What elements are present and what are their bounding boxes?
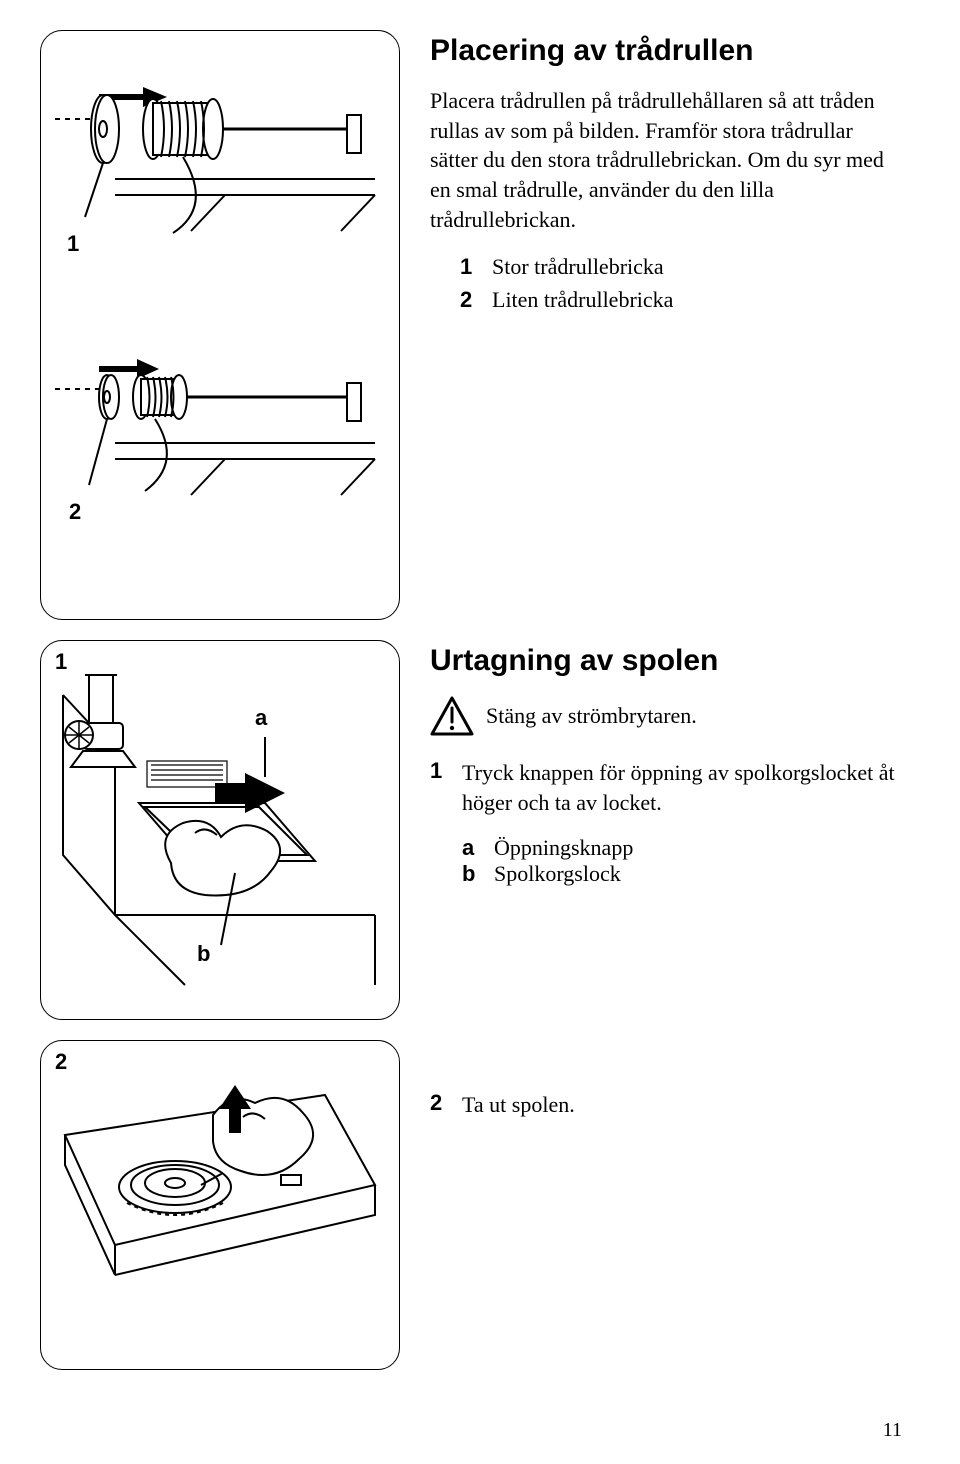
step-item: 1 Tryck knappen för öppning av spolkorgs…: [430, 758, 900, 817]
step-number: 1: [430, 758, 448, 817]
illustration-bobbin-cover: [55, 655, 385, 1005]
warning-icon: [430, 696, 474, 736]
figure-label-b: b: [197, 941, 210, 967]
figure-label-2: 2: [69, 499, 81, 525]
sublegend-item: a Öppningsknapp: [462, 835, 900, 861]
heading-placering: Placering av trådrullen: [430, 34, 900, 68]
warning-row: Stäng av strömbrytaren.: [430, 696, 900, 736]
legend-num: 1: [460, 252, 478, 283]
sublegend-item: b Spolkorgslock: [462, 861, 900, 887]
illustration-spool-large: [55, 45, 385, 605]
sublegend-text: Spolkorgslock: [494, 861, 621, 887]
step-body: Tryck knappen för öppning av spolkorgslo…: [462, 758, 900, 817]
heading-urtagning: Urtagning av spolen: [430, 644, 900, 678]
figure-remove-bobbin-cover: 1 a b: [40, 640, 400, 1020]
illustration-bobbin-out: [55, 1055, 385, 1355]
legend-text: Stor trådrullebricka: [492, 252, 664, 283]
page-number: 11: [883, 1419, 902, 1442]
figure-label-step1: 1: [55, 649, 67, 675]
figure-label-step2: 2: [55, 1049, 67, 1075]
figure-label-1: 1: [67, 231, 79, 257]
sublegend-key: a: [462, 835, 480, 861]
figure-remove-bobbin: 2: [40, 1040, 400, 1370]
figure-label-a: a: [255, 705, 267, 731]
legend-text: Liten trådrullebricka: [492, 285, 673, 316]
legend-item: 1 Stor trådrullebricka: [460, 252, 900, 283]
step-number: 2: [430, 1090, 448, 1120]
legend-num: 2: [460, 285, 478, 316]
sublegend-text: Öppningsknapp: [494, 835, 633, 861]
step-item: 2 Ta ut spolen.: [430, 1090, 900, 1120]
warning-text: Stäng av strömbrytaren.: [486, 703, 697, 729]
step-body: Ta ut spolen.: [462, 1090, 575, 1120]
legend-item: 2 Liten trådrullebricka: [460, 285, 900, 316]
para-placering: Placera trådrullen på trådrullehållaren …: [430, 86, 900, 234]
sublegend-key: b: [462, 861, 480, 887]
figure-thread-spool: 1 2: [40, 30, 400, 620]
